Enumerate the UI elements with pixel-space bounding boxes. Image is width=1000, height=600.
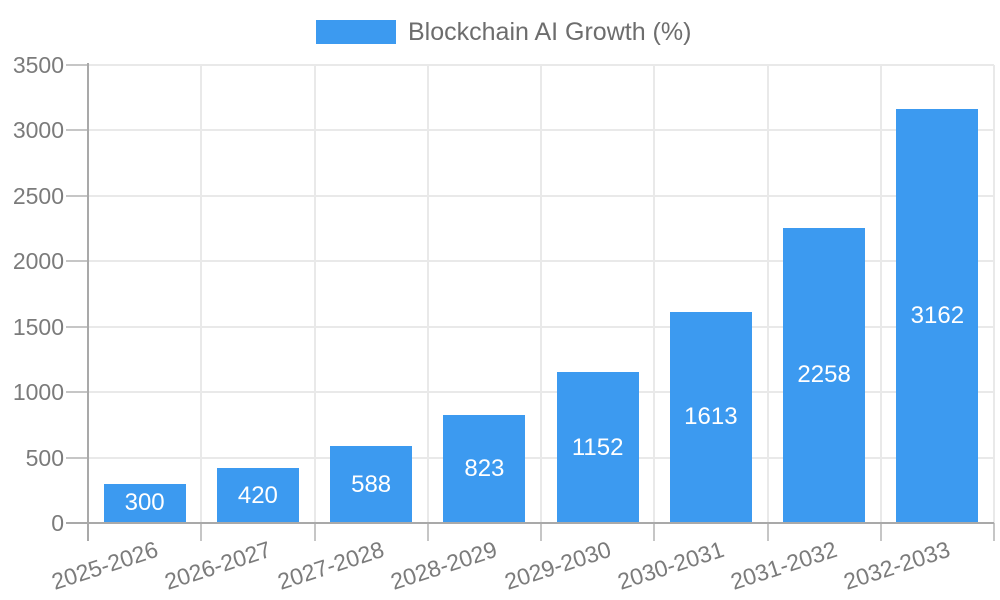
y-tick-label: 2000 [12,248,64,275]
bar-value-label: 300 [124,489,165,517]
y-tick-label: 2500 [12,182,64,209]
bar-value-label: 1613 [684,403,738,431]
bar: 300 [103,483,186,523]
y-axis-tick [66,64,88,66]
bar-value-label: 1152 [571,433,624,461]
x-axis-line [66,522,994,524]
chart-legend: Blockchain AI Growth (%) [316,14,691,50]
x-gridline [313,65,316,523]
x-gridline [540,65,542,523]
bar: 823 [443,415,526,523]
y-axis-tick [66,456,88,459]
x-gridline [200,65,203,523]
x-gridline [426,65,429,523]
y-tick-label: 0 [51,510,64,536]
x-gridline [879,65,882,523]
x-gridline [653,65,656,523]
bar: 1152 [556,372,639,523]
y-axis-tick [66,129,88,132]
y-tick-label: 1500 [12,313,64,340]
y-tick-label: 3500 [12,52,64,78]
x-gridline [993,65,995,523]
y-tick-label: 1000 [12,379,64,406]
x-axis-tick [993,523,995,541]
bar: 588 [330,446,413,523]
bar-value-label: 3162 [910,302,965,330]
bar: 1613 [669,311,752,523]
legend-label: Blockchain AI Growth (%) [408,17,692,46]
bar-value-label: 588 [351,470,392,498]
y-axis-tick [66,194,88,197]
y-tick-label: 3000 [12,117,64,144]
x-axis-tick [653,523,656,541]
y-axis-tick [66,260,88,263]
x-axis-tick [200,523,203,541]
y-axis-tick [66,391,88,394]
y-axis-tick [66,325,88,328]
x-gridline [766,65,769,523]
bar: 3162 [896,109,979,523]
x-axis-tick [879,523,882,541]
bar-value-label: 420 [237,481,278,509]
x-axis-tick [426,523,429,541]
bar-value-label: 2258 [797,361,851,389]
bar-value-label: 823 [464,455,505,483]
x-axis-tick [766,523,769,541]
x-axis-tick [313,523,316,541]
y-axis-line [87,63,89,541]
bar: 420 [216,468,299,523]
x-axis-tick [540,523,542,541]
bar: 2258 [783,227,866,523]
y-tick-label: 500 [25,444,64,471]
legend-swatch-icon [316,20,396,44]
